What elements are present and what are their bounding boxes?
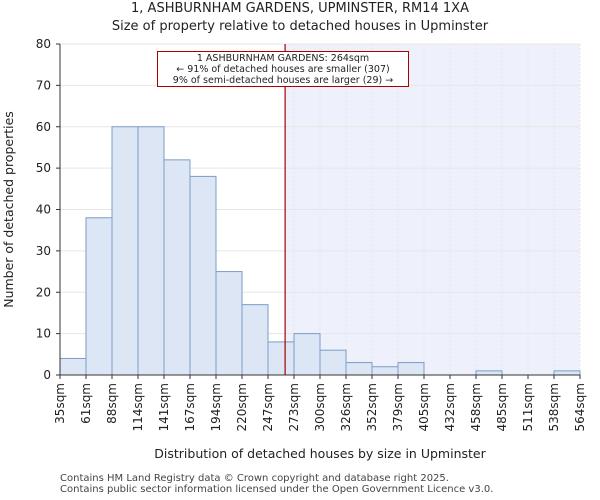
histogram-bar — [397, 362, 425, 376]
annotation-line-2: ← 91% of detached houses are smaller (30… — [176, 64, 390, 75]
x-tick-label: 485sqm — [495, 383, 509, 431]
x-tick-label: 88sqm — [105, 383, 119, 424]
histogram-bar — [163, 159, 191, 376]
histogram-bar — [345, 362, 373, 376]
annotation-line-3: 9% of semi-detached houses are larger (2… — [172, 75, 394, 86]
annotation-line-1: 1 ASHBURNHAM GARDENS: 264sqm — [196, 53, 370, 64]
histogram-bar — [215, 271, 243, 376]
y-tick-label: 40 — [36, 203, 51, 217]
x-tick-label: 247sqm — [261, 383, 275, 431]
x-tick-label: 35sqm — [53, 383, 67, 424]
y-tick-label: 20 — [36, 285, 51, 299]
y-axis-title: Number of detached properties — [1, 111, 16, 308]
histogram-bar — [189, 175, 217, 376]
histogram-bar — [137, 126, 165, 376]
histogram-bar — [267, 341, 295, 376]
chart-title: Size of property relative to detached ho… — [111, 19, 489, 34]
footer-line-1: Contains HM Land Registry data © Crown c… — [60, 473, 449, 484]
x-tick-label: 167sqm — [183, 383, 197, 431]
x-tick-label: 432sqm — [443, 383, 457, 431]
y-tick-label: 10 — [36, 327, 51, 341]
footer-line-2: Contains public sector information licen… — [60, 484, 494, 495]
x-tick-label: 141sqm — [157, 383, 171, 431]
histogram-bar — [111, 126, 139, 376]
x-tick-label: 61sqm — [79, 383, 93, 424]
y-tick-label: 70 — [36, 78, 51, 92]
histogram-bar — [553, 370, 581, 376]
chart-title-address: 1, ASHBURNHAM GARDENS, UPMINSTER, RM14 1… — [131, 1, 469, 16]
y-tick-label: 80 — [36, 37, 51, 51]
x-axis-title: Distribution of detached houses by size … — [154, 446, 486, 461]
x-tick-label: 458sqm — [469, 383, 483, 431]
y-tick-label: 0 — [43, 368, 51, 382]
x-tick-label: 273sqm — [287, 383, 301, 431]
histogram-bar — [319, 349, 347, 376]
histogram-bar — [293, 333, 321, 376]
x-tick-label: 220sqm — [235, 383, 249, 431]
x-tick-label: 538sqm — [547, 383, 561, 431]
histogram-bar — [475, 370, 503, 376]
annotation-box: 1 ASHBURNHAM GARDENS: 264sqm ← 91% of de… — [157, 51, 409, 87]
x-tick-label: 300sqm — [313, 383, 327, 431]
x-tick-label: 114sqm — [131, 383, 145, 431]
x-tick-label: 352sqm — [365, 383, 379, 431]
x-tick-label: 511sqm — [521, 383, 535, 431]
x-tick-label: 379sqm — [391, 383, 405, 431]
histogram-bar — [371, 366, 399, 376]
histogram-bar — [59, 357, 87, 376]
x-tick-label: 564sqm — [573, 383, 587, 431]
x-tick-label: 405sqm — [417, 383, 431, 431]
y-tick-label: 60 — [36, 120, 51, 134]
x-tick-label: 326sqm — [339, 383, 353, 431]
y-tick-label: 50 — [36, 161, 51, 175]
x-tick-label: 194sqm — [209, 383, 223, 431]
histogram-bar — [85, 217, 113, 376]
histogram-bar — [241, 304, 269, 376]
y-tick-label: 30 — [36, 244, 51, 258]
